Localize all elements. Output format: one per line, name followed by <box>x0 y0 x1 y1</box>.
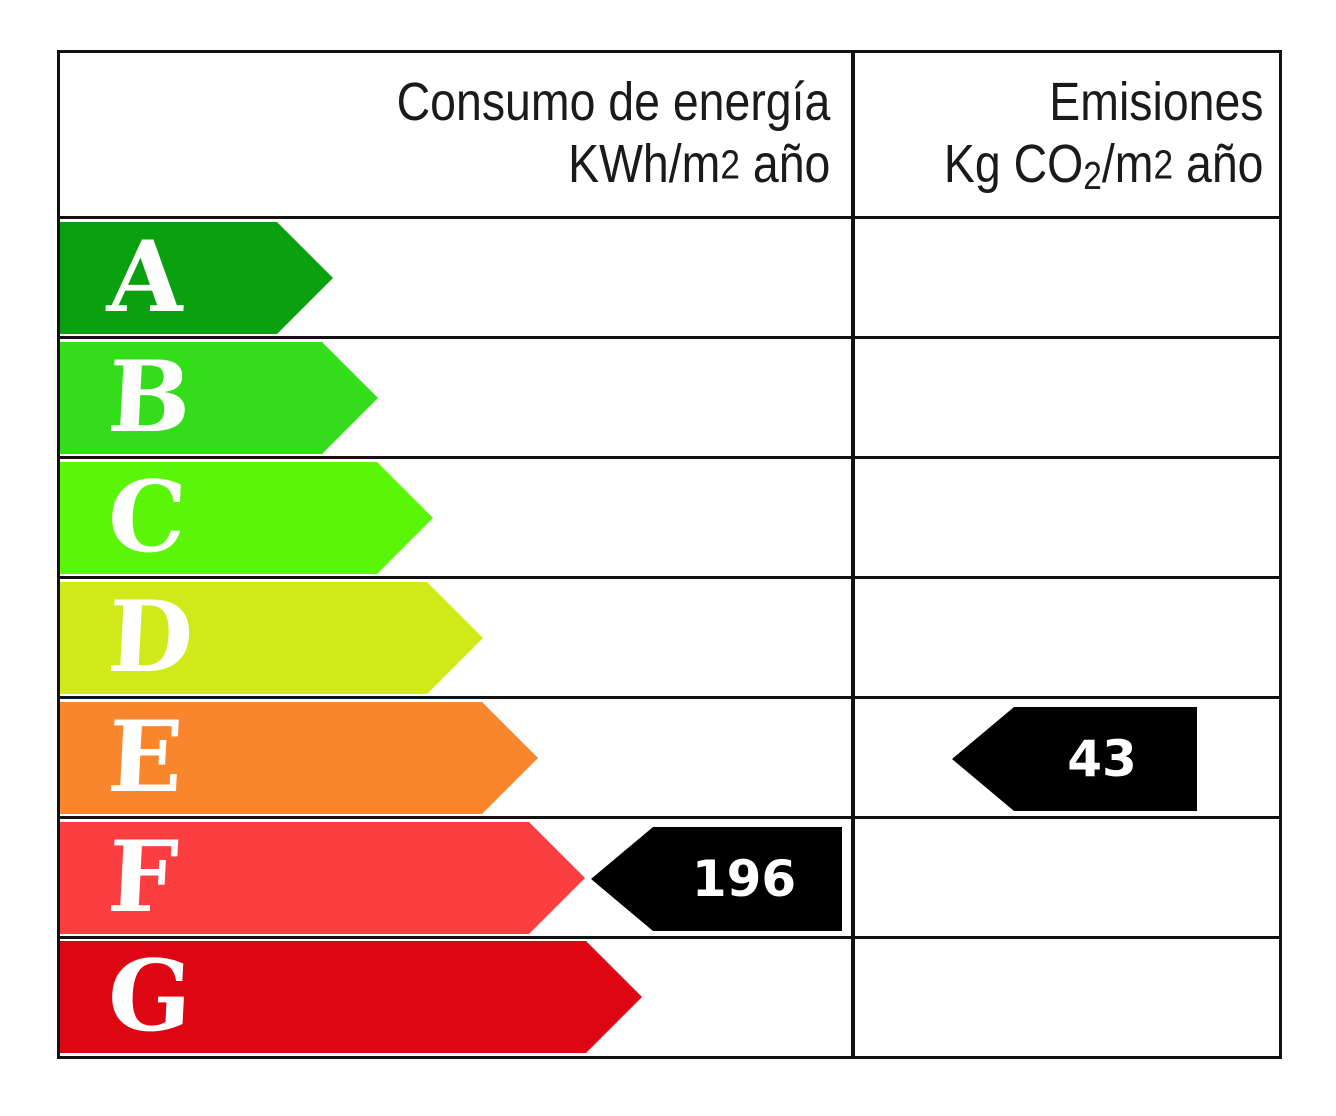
consumption-cell-a: A <box>60 219 855 336</box>
band-letter-f: F <box>105 820 181 935</box>
rating-row-d: D <box>60 579 1279 699</box>
band-letter-a: A <box>105 220 188 335</box>
emissions-value-arrow: 43 <box>952 707 1197 811</box>
emissions-cell-b <box>855 339 1279 456</box>
band-letter-c: C <box>105 460 190 575</box>
band-bar-b: B <box>60 342 378 454</box>
emissions-header-cell: Emisiones Kg CO2/m2 año <box>855 53 1279 216</box>
rating-rows: A B C D E 43 F 196 G <box>60 219 1279 1056</box>
consumption-title: Consumo de energía <box>396 72 831 132</box>
rating-row-c: C <box>60 459 1279 579</box>
emissions-units: Kg CO2/m2 año <box>943 134 1264 198</box>
emissions-cell-f <box>855 819 1279 936</box>
rating-row-b: B <box>60 339 1279 459</box>
band-bar-c: C <box>60 462 433 574</box>
emissions-cell-a <box>855 219 1279 336</box>
consumption-units: KWh/m2 año <box>568 134 831 194</box>
band-letter-b: B <box>105 340 194 455</box>
emissions-cell-g <box>855 939 1279 1056</box>
emissions-cell-c <box>855 459 1279 576</box>
consumption-cell-g: G <box>60 939 855 1056</box>
rating-row-e: E 43 <box>60 699 1279 819</box>
consumption-cell-c: C <box>60 459 855 576</box>
consumption-cell-d: D <box>60 579 855 696</box>
band-bar-f: F <box>60 822 585 934</box>
emissions-header-text: Emisiones Kg CO2/m2 año <box>914 71 1279 208</box>
band-bar-e: E <box>60 702 538 814</box>
band-bar-g: G <box>60 941 642 1053</box>
emissions-title: Emisiones <box>1049 72 1264 132</box>
consumption-value-arrow: 196 <box>591 827 842 931</box>
emissions-cell-d <box>855 579 1279 696</box>
consumption-value: 196 <box>691 850 797 908</box>
consumption-header-text: Consumo de energía KWh/m2 año <box>171 71 851 196</box>
table-header: Consumo de energía KWh/m2 año Emisiones … <box>60 53 1279 219</box>
consumption-header-cell: Consumo de energía KWh/m2 año <box>60 53 855 216</box>
band-letter-e: E <box>105 700 186 815</box>
emissions-cell-e: 43 <box>855 699 1279 816</box>
consumption-cell-b: B <box>60 339 855 456</box>
band-bar-d: D <box>60 582 483 694</box>
consumption-cell-f: F 196 <box>60 819 855 936</box>
rating-row-f: F 196 <box>60 819 1279 939</box>
rating-row-g: G <box>60 939 1279 1056</box>
consumption-cell-e: E <box>60 699 855 816</box>
rating-row-a: A <box>60 219 1279 339</box>
band-letter-g: G <box>105 939 195 1054</box>
band-bar-a: A <box>60 222 333 334</box>
band-letter-d: D <box>105 580 197 695</box>
emissions-value: 43 <box>1067 730 1137 788</box>
rating-table: Consumo de energía KWh/m2 año Emisiones … <box>57 50 1282 1059</box>
